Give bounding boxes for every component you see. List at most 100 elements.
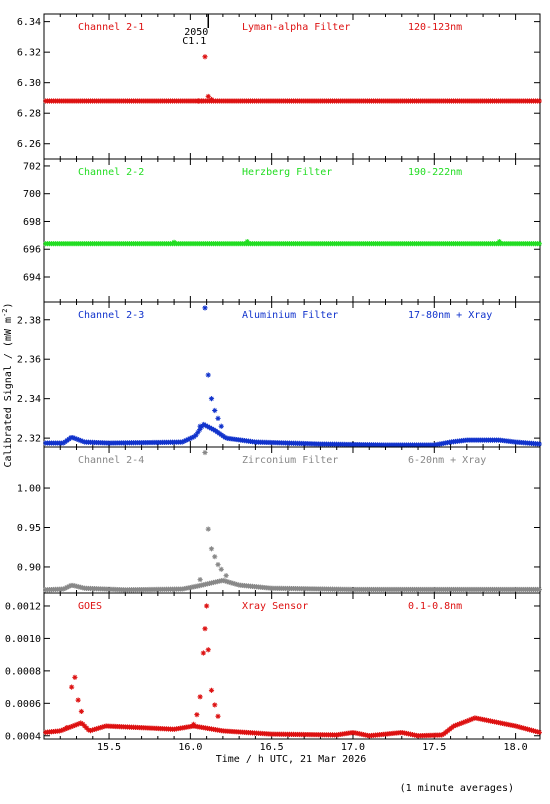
data-point (450, 723, 457, 729)
data-point (462, 719, 468, 725)
data-point (64, 725, 70, 731)
panel-1: 6.26 6.28 6.30 6.32 6.34 Channel 2-1 Lyman-alp… (17, 13, 542, 160)
data-point (204, 603, 210, 609)
data-point (171, 239, 177, 245)
data-point (191, 721, 197, 727)
y-tick-label: 698 (23, 217, 41, 228)
data-point (458, 720, 464, 726)
data-point (187, 435, 193, 442)
data-point (452, 722, 459, 729)
data-point (521, 725, 527, 731)
data-point (200, 650, 206, 656)
panel-label: Channel 2-3 (78, 310, 144, 321)
data-point (208, 546, 215, 552)
filter-label: Herzberg Filter (242, 167, 332, 178)
data-point (496, 239, 502, 245)
data-point (75, 697, 81, 703)
data-point (78, 720, 84, 726)
y-tick-label: 2.36 (17, 355, 41, 366)
data-point (460, 719, 466, 726)
data-point (212, 407, 218, 414)
panel-2: 694 696 698 700 702 Channel 2-2 Herzberg Filte… (23, 158, 542, 303)
y-tick-label: 700 (23, 189, 41, 200)
data-point (62, 585, 68, 591)
data-point (74, 436, 80, 442)
data-point (230, 580, 236, 586)
data-point (519, 725, 525, 731)
data-point (517, 724, 523, 730)
y-tick-label: 694 (23, 273, 41, 284)
y-tick-label: 696 (23, 245, 41, 256)
data-point (70, 723, 76, 729)
data-point (66, 583, 72, 589)
band-label: 190-222nm (408, 167, 462, 178)
data-point (93, 726, 99, 732)
panel-3: 2.32 2.34 2.36 2.38 Channel 2-3 Aluminium Fil… (17, 301, 542, 448)
data-point (464, 718, 470, 724)
panel-label: Channel 2-4 (78, 455, 144, 466)
data-point (95, 725, 101, 731)
data-point (470, 716, 476, 722)
panel-label: GOES (78, 601, 102, 612)
data-point (76, 437, 82, 443)
panel-frame (43, 158, 541, 303)
data-point (228, 580, 234, 586)
data-point (68, 724, 74, 730)
data-point (218, 423, 224, 429)
panel-5: 0.0004 0.0006 0.0008 0.0010 0.0012 15.5 16.0 16… (5, 592, 542, 753)
data-point (197, 423, 203, 429)
data-point (234, 581, 240, 588)
data-point (536, 241, 542, 247)
data-point (536, 98, 542, 104)
data-point (210, 426, 217, 433)
data-point (89, 727, 96, 733)
x-tick-label: 16.5 (260, 742, 284, 753)
y-tick-label: 2.38 (17, 315, 41, 326)
data-point (536, 729, 542, 735)
data-point (58, 727, 64, 734)
data-point (72, 674, 78, 680)
data-point (87, 727, 94, 734)
panel-label: Channel 2-2 (78, 167, 144, 178)
footnote: (1 minute averages) (400, 783, 514, 794)
data-point (72, 722, 78, 728)
filter-label: Lyman-alpha Filter (242, 22, 350, 33)
y-axis-label-end: ) (3, 303, 14, 309)
data-point (530, 728, 537, 734)
data-point (206, 424, 213, 431)
data-point (201, 421, 207, 428)
band-label: 6-20nm + Xray (408, 455, 486, 466)
band-label: 0.1-0.8nm (408, 601, 462, 612)
data-point (202, 449, 208, 456)
panel-frame (43, 592, 541, 740)
y-axis-label-main: Calibrated Signal / (mW m (3, 317, 14, 468)
y-tick-label: 0.0012 (5, 601, 41, 612)
y-tick-label: 1.00 (17, 484, 41, 495)
data-point (532, 728, 539, 734)
x-tick-label: 18.0 (504, 742, 528, 753)
panel-frame (43, 301, 541, 448)
y-tick-label: 0.0006 (5, 699, 41, 710)
data-point (181, 438, 187, 444)
data-point (185, 436, 191, 443)
band-label: 120-123nm (408, 22, 462, 33)
data-point (194, 712, 200, 718)
data-point (80, 721, 86, 727)
data-point (244, 239, 250, 245)
data-point (454, 722, 460, 728)
data-point (232, 581, 238, 587)
data-point (536, 586, 542, 593)
data-point (202, 626, 208, 632)
data-point (189, 435, 195, 441)
y-tick-label: 2.32 (17, 434, 41, 445)
y-tick-label: 2.34 (17, 394, 41, 405)
data-point (515, 724, 521, 730)
panels-group: 6.26 6.28 6.30 6.32 6.34 Channel 2-1 Lyman-alp… (5, 13, 542, 753)
data-point (70, 435, 76, 441)
data-point (204, 423, 211, 430)
data-point (536, 441, 542, 447)
data-point (215, 713, 221, 719)
data-point (212, 702, 218, 708)
y-tick-label: 0.0010 (5, 634, 41, 645)
data-point (64, 584, 70, 590)
